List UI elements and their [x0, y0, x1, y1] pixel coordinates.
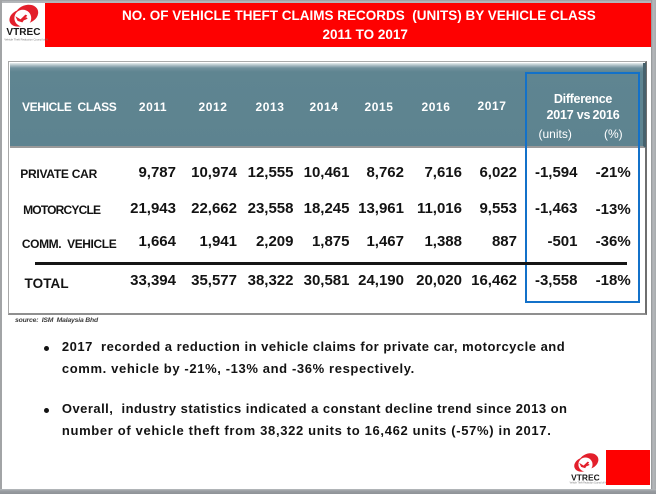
svg-text:VTREC: VTREC — [6, 27, 40, 38]
svg-text:VTREC: VTREC — [571, 472, 600, 482]
svg-text:Vehicle Theft Reduction Counci: Vehicle Theft Reduction Council of Malay… — [4, 38, 48, 42]
svg-text:Vehicle Theft Reduction Counci: Vehicle Theft Reduction Council of Malay… — [570, 481, 608, 484]
